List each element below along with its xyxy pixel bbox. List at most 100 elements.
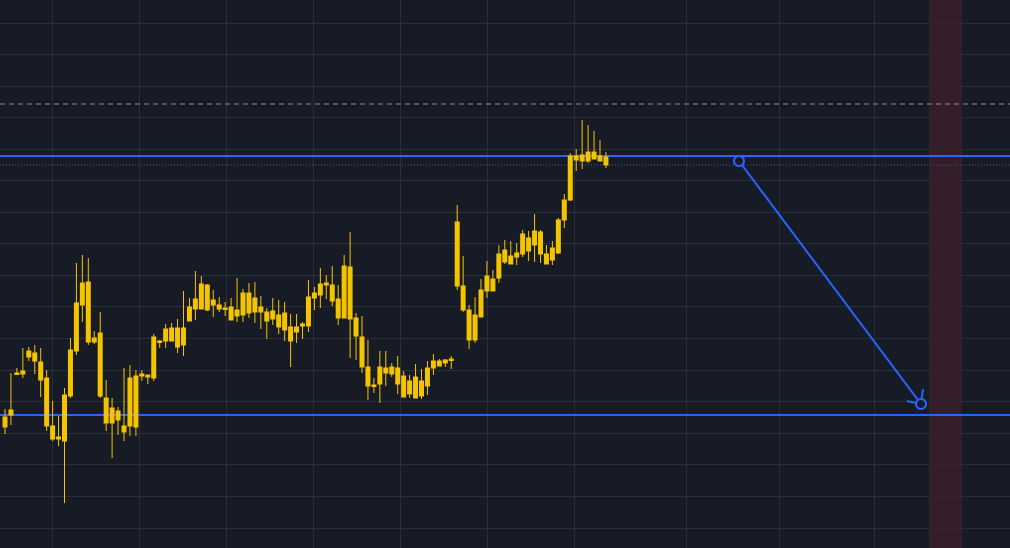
- candle-body: [538, 231, 543, 255]
- candle-body: [389, 366, 395, 375]
- candle-body: [419, 380, 424, 397]
- candle-body: [240, 292, 246, 316]
- candle-body: [353, 317, 359, 337]
- candle-body: [97, 332, 103, 397]
- candle-body: [282, 312, 288, 331]
- candle-body: [454, 221, 460, 287]
- candle-body: [526, 237, 532, 252]
- candle-body: [317, 283, 323, 296]
- candle-body: [490, 278, 496, 292]
- candle-body: [228, 306, 234, 321]
- candle-body: [413, 376, 419, 399]
- candle-body: [305, 296, 311, 327]
- candle-body: [424, 367, 430, 387]
- candle-body: [496, 253, 502, 279]
- candle-body: [549, 247, 555, 261]
- candle-body: [151, 336, 157, 379]
- candle-body: [329, 284, 335, 302]
- horizontal-lines: [0, 103, 1010, 416]
- candle-body: [85, 281, 91, 343]
- candle-body: [478, 289, 484, 318]
- candle-body: [448, 358, 454, 361]
- candle-body: [109, 407, 115, 424]
- candle-body: [204, 284, 210, 311]
- candle-body: [460, 285, 466, 311]
- candle-body: [300, 323, 305, 327]
- candle-body: [371, 384, 377, 387]
- candle-body: [67, 349, 73, 397]
- candle-body: [514, 252, 520, 258]
- candle-body: [103, 397, 109, 424]
- candle-body: [115, 410, 121, 421]
- candle-body: [311, 292, 317, 299]
- candle-body: [73, 302, 79, 352]
- candle-body: [294, 326, 300, 333]
- candle-body: [561, 199, 567, 221]
- candle-body: [145, 374, 151, 378]
- highlight-band-layer: [929, 0, 962, 548]
- candle-body: [157, 340, 163, 343]
- candle-body: [508, 255, 514, 265]
- trend-line[interactable]: [738, 160, 922, 405]
- candle-body: [430, 360, 436, 369]
- candle-body: [264, 311, 270, 322]
- candle-body: [466, 309, 472, 341]
- candle-body: [442, 359, 448, 364]
- candle-body: [401, 375, 407, 398]
- candle-body: [14, 372, 20, 375]
- candle-body: [127, 377, 133, 427]
- candle-body: [472, 314, 478, 341]
- candle-body: [121, 425, 127, 433]
- candle-body: [133, 375, 139, 428]
- candle-body: [270, 310, 276, 320]
- candle-body: [50, 425, 56, 440]
- candle-body: [252, 297, 258, 313]
- candle-body: [26, 350, 32, 358]
- candle-body: [246, 292, 252, 314]
- candle-body: [377, 366, 383, 385]
- candle-body: [359, 336, 365, 368]
- candle-body: [181, 327, 186, 346]
- candle-body: [234, 309, 240, 317]
- candle-body: [347, 266, 353, 320]
- candle-body: [591, 151, 597, 160]
- candle-body: [341, 265, 347, 319]
- candles: [2, 120, 609, 503]
- trend-line-end-handle[interactable]: [915, 398, 927, 410]
- candle-body: [210, 299, 216, 306]
- candle-body: [38, 361, 44, 381]
- candle-body: [44, 377, 50, 427]
- candle-body: [216, 304, 222, 310]
- candle-body: [532, 230, 538, 246]
- drawings[interactable]: [733, 155, 927, 410]
- candle-body: [32, 352, 38, 362]
- candle-body: [2, 416, 8, 428]
- candle-body: [407, 380, 413, 395]
- highlight-band: [929, 0, 962, 548]
- candle-body: [555, 219, 561, 254]
- candle-body: [335, 298, 341, 319]
- candle-body: [186, 306, 192, 322]
- candle-body: [175, 327, 181, 348]
- candle-body: [276, 314, 282, 328]
- candle-body: [383, 367, 389, 374]
- candle-body: [8, 409, 14, 416]
- candle-body: [365, 366, 371, 387]
- candle-body: [436, 360, 442, 367]
- candle-body: [192, 298, 198, 310]
- candle-body: [62, 394, 67, 442]
- candle-body: [520, 233, 526, 255]
- trend-line-start-handle[interactable]: [733, 155, 745, 167]
- candle-body: [169, 327, 175, 342]
- candle-body: [288, 326, 294, 342]
- candle-body: [163, 328, 169, 342]
- candle-body: [139, 373, 145, 377]
- candle-body: [573, 155, 579, 161]
- candle-body: [567, 155, 573, 201]
- candle-body: [502, 249, 508, 263]
- candle-body: [56, 436, 62, 440]
- candle-body: [579, 154, 585, 162]
